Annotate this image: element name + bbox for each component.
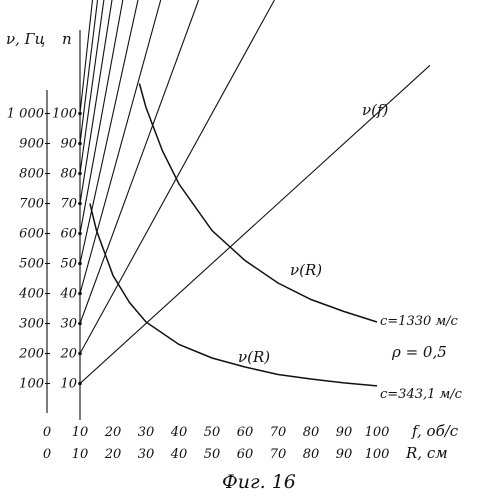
nu-f-label: ν(f)	[362, 101, 389, 119]
n-tick-label: 90	[60, 137, 77, 152]
r-tick-label: 90	[336, 447, 353, 462]
f-tick-label: 40	[170, 425, 188, 440]
y-tick-label: 400	[18, 287, 44, 302]
rho-label: ρ = 0,5	[391, 343, 447, 361]
f-tick-label: 70	[270, 425, 287, 440]
r-tick-label: 30	[138, 447, 155, 462]
nu-f-line-start	[78, 292, 82, 296]
nu-f-line-start	[78, 262, 82, 266]
r-tick-label: 60	[237, 447, 254, 462]
r-tick-label: 0	[43, 447, 51, 462]
r-tick-label: 50	[204, 447, 221, 462]
f-tick-label: 100	[365, 425, 390, 440]
f-tick-label: 20	[104, 425, 122, 440]
nu-f-line	[80, 0, 199, 323]
n-axis-label: n	[62, 30, 72, 48]
nu-f-line-start	[78, 142, 82, 146]
y-tick-label: 900	[19, 137, 44, 152]
labels: 1002003004005006007008009001 00010203040…	[7, 107, 390, 463]
series-end-label-1330: c=1330 м/с	[380, 314, 459, 329]
r-tick-label: 100	[365, 447, 390, 462]
nu-f-line-start	[78, 352, 82, 356]
y-tick-label: 200	[18, 347, 44, 362]
n-tick-label: 30	[60, 317, 77, 332]
line-family	[78, 0, 430, 385]
figure-caption: Фиг. 16	[222, 471, 296, 493]
axes	[45, 30, 80, 420]
r-tick-label: 20	[104, 447, 122, 462]
nu-r-label-lower: ν(R)	[238, 348, 270, 366]
nu-f-line	[80, 0, 274, 353]
n-tick-label: 100	[52, 107, 77, 122]
r-tick-label: 70	[270, 447, 287, 462]
y-tick-label: 700	[19, 197, 44, 212]
f-tick-label: 10	[72, 425, 89, 440]
nu-f-line	[80, 0, 98, 143]
f-tick-label: 50	[204, 425, 221, 440]
nu-r-curve-343	[90, 204, 377, 386]
y-tick-label: 100	[19, 377, 44, 392]
nu-r-curve-1330	[139, 84, 377, 323]
y-tick-label: 300	[19, 317, 44, 332]
r-axis-label: R, см	[405, 444, 448, 462]
r-tick-label: 10	[72, 447, 89, 462]
nu-f-line-start	[78, 202, 82, 206]
nu-f-line	[80, 0, 123, 233]
f-tick-label: 60	[237, 425, 254, 440]
y-tick-label: 600	[19, 227, 44, 242]
f-tick-label: 0	[43, 425, 51, 440]
series-end-label-343: c=343,1 м/с	[380, 387, 463, 402]
nu-f-line	[80, 0, 104, 173]
f-axis-label: f, об/с	[411, 422, 459, 440]
n-tick-label: 60	[60, 227, 77, 242]
nu-f-line-start	[78, 172, 82, 176]
y-tick-label: 1 000	[7, 107, 44, 122]
n-tick-label: 80	[60, 167, 77, 182]
r-tick-label: 40	[170, 447, 188, 462]
f-tick-label: 80	[303, 425, 320, 440]
n-tick-label: 20	[59, 347, 77, 362]
nu-f-line-start	[78, 232, 82, 236]
y-tick-label: 800	[19, 167, 44, 182]
nu-f-line	[80, 0, 138, 263]
nu-r-label-upper: ν(R)	[290, 261, 322, 279]
n-tick-label: 40	[59, 287, 77, 302]
n-tick-label: 50	[60, 257, 77, 272]
nu-f-line-start	[78, 322, 82, 326]
f-tick-label: 30	[138, 425, 155, 440]
f-tick-label: 90	[336, 425, 353, 440]
nu-f-line-start	[78, 112, 82, 116]
r-tick-label: 80	[303, 447, 320, 462]
y-axis-label: ν, Гц	[6, 30, 45, 48]
n-tick-label: 10	[60, 377, 77, 392]
n-tick-label: 70	[60, 197, 77, 212]
y-tick-label: 500	[19, 257, 44, 272]
nu-f-line-start	[78, 382, 82, 386]
curves	[90, 84, 377, 386]
